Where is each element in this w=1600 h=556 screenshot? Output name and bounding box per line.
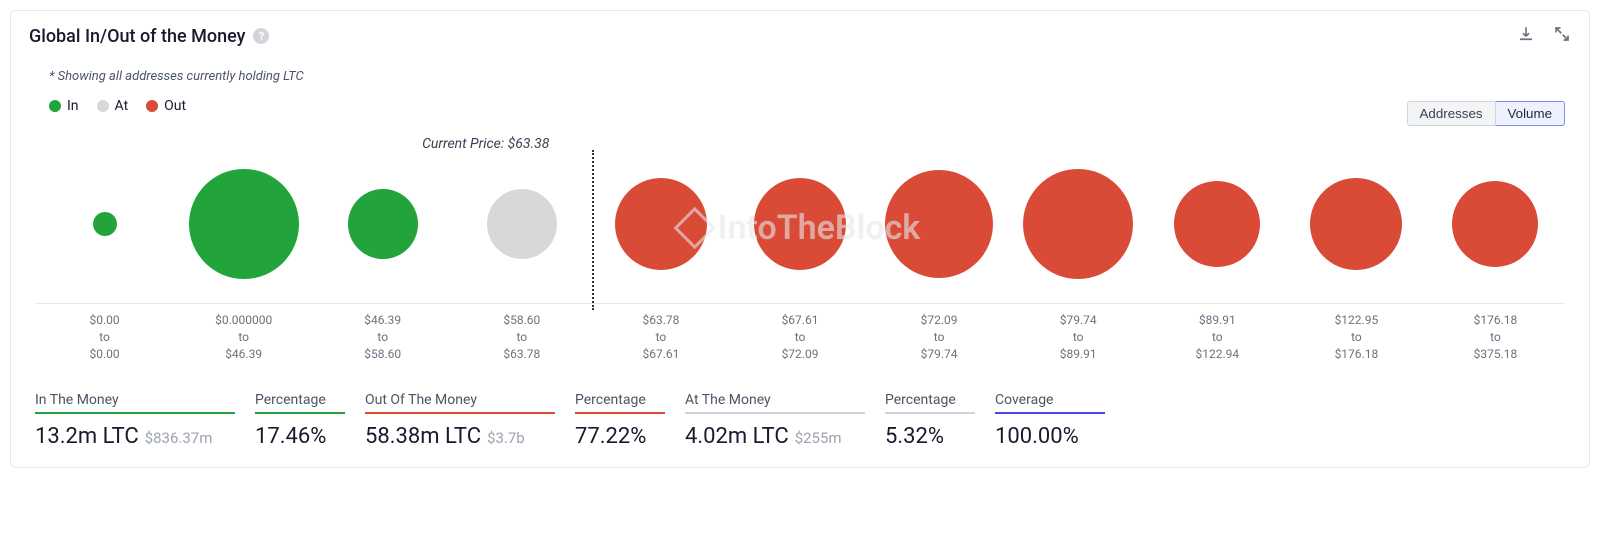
legend: In At Out [49, 98, 1565, 114]
stat-block: In The Money 13.2m LTC $836.37m [35, 392, 235, 449]
stat-label: Percentage [575, 392, 665, 414]
bubble[interactable] [1023, 169, 1133, 279]
legend-label: In [67, 98, 79, 114]
bubble[interactable] [1310, 178, 1402, 270]
summary-stats: In The Money 13.2m LTC $836.37m Percenta… [35, 392, 1565, 449]
stat-block: Percentage 5.32% [885, 392, 975, 449]
x-label: $176.18to$375.18 [1426, 312, 1565, 362]
stat-block: At The Money 4.02m LTC $255m [685, 392, 865, 449]
legend-item[interactable]: At [97, 98, 129, 114]
bubble-col [1287, 144, 1426, 303]
stat-label: In The Money [35, 392, 235, 414]
bubble-col [1148, 144, 1287, 303]
subtitle: * Showing all addresses currently holdin… [49, 69, 1565, 84]
bubble-col [1426, 144, 1565, 303]
bubble[interactable] [754, 178, 846, 270]
expand-icon[interactable] [1553, 25, 1571, 47]
stat-block: Percentage 17.46% [255, 392, 345, 449]
view-toggle: AddressesVolume [1407, 101, 1565, 126]
stat-sub: $836.37m [145, 429, 213, 447]
bubble-col [35, 144, 174, 303]
bubble-col [591, 144, 730, 303]
legend-dot-icon [97, 100, 109, 112]
x-label: $63.78to$67.61 [591, 312, 730, 362]
stat-block: Coverage 100.00% [995, 392, 1105, 449]
bubble[interactable] [348, 189, 418, 259]
bubble-col [1009, 144, 1148, 303]
help-icon[interactable]: ? [253, 28, 269, 44]
legend-item[interactable]: Out [146, 98, 186, 114]
legend-item[interactable]: In [49, 98, 79, 114]
x-label: $72.09to$79.74 [870, 312, 1009, 362]
bubble[interactable] [189, 169, 299, 279]
toggle-addresses[interactable]: Addresses [1407, 101, 1496, 126]
x-label: $67.61to$72.09 [730, 312, 869, 362]
x-label: $46.39to$58.60 [313, 312, 452, 362]
stat-value: 17.46% [255, 424, 345, 449]
bubble-col [174, 144, 313, 303]
chart-area: Current Price: $63.38 IntoTheBlock $0.00… [35, 144, 1565, 362]
bubble[interactable] [1174, 181, 1260, 267]
card-body: * Showing all addresses currently holdin… [11, 57, 1589, 467]
stat-value: 100.00% [995, 424, 1105, 449]
legend-label: At [115, 98, 129, 114]
x-label: $0.00to$0.00 [35, 312, 174, 362]
x-label: $79.74to$89.91 [1009, 312, 1148, 362]
stat-label: Out Of The Money [365, 392, 555, 414]
stat-sub: $255m [795, 429, 842, 447]
stat-label: Percentage [255, 392, 345, 414]
stat-block: Percentage 77.22% [575, 392, 665, 449]
title-wrap: Global In/Out of the Money ? [29, 26, 269, 47]
x-label: $122.95to$176.18 [1287, 312, 1426, 362]
stat-value: 13.2m LTC $836.37m [35, 424, 235, 449]
stat-value: 5.32% [885, 424, 975, 449]
card-header: Global In/Out of the Money ? [11, 11, 1589, 57]
stat-value: 77.22% [575, 424, 665, 449]
bubble[interactable] [93, 212, 117, 236]
stat-label: Percentage [885, 392, 975, 414]
stat-label: At The Money [685, 392, 865, 414]
bubble[interactable] [1452, 181, 1538, 267]
bubble[interactable] [615, 178, 707, 270]
bubble-col [870, 144, 1009, 303]
bubble-row: IntoTheBlock [35, 144, 1565, 304]
stat-value: 4.02m LTC $255m [685, 424, 865, 449]
card-title: Global In/Out of the Money [29, 26, 245, 47]
bubble-col [313, 144, 452, 303]
stat-sub: $3.7b [487, 429, 525, 447]
bubble-col [452, 144, 591, 303]
stat-value: 58.38m LTC $3.7b [365, 424, 555, 449]
x-label: $58.60to$63.78 [452, 312, 591, 362]
bubble[interactable] [885, 170, 993, 278]
stat-block: Out Of The Money 58.38m LTC $3.7b [365, 392, 555, 449]
x-label: $0.000000to$46.39 [174, 312, 313, 362]
legend-dot-icon [49, 100, 61, 112]
legend-dot-icon [146, 100, 158, 112]
download-icon[interactable] [1517, 25, 1535, 47]
bubble-col [730, 144, 869, 303]
x-axis-labels: $0.00to$0.00$0.000000to$46.39$46.39to$58… [35, 312, 1565, 362]
header-actions [1517, 25, 1571, 47]
chart-card: Global In/Out of the Money ? * Showing a… [10, 10, 1590, 468]
x-label: $89.91to$122.94 [1148, 312, 1287, 362]
legend-label: Out [164, 98, 186, 114]
toggle-volume[interactable]: Volume [1496, 101, 1565, 126]
stat-label: Coverage [995, 392, 1105, 414]
bubble[interactable] [487, 189, 557, 259]
